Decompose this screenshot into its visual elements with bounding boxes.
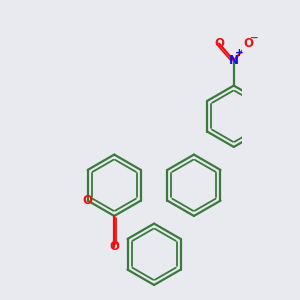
Text: N: N bbox=[229, 54, 239, 67]
Text: O: O bbox=[109, 240, 119, 253]
Text: O: O bbox=[83, 194, 93, 207]
Text: +: + bbox=[235, 49, 244, 58]
Text: O: O bbox=[214, 37, 224, 50]
Text: −: − bbox=[249, 33, 258, 43]
Text: O: O bbox=[244, 37, 254, 50]
